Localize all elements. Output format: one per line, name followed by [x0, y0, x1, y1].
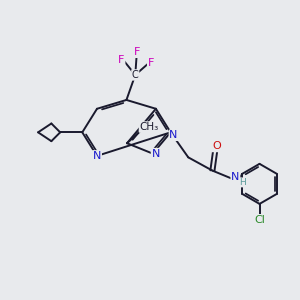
- Text: F: F: [134, 47, 140, 57]
- Text: H: H: [239, 178, 246, 187]
- Text: F: F: [118, 55, 124, 64]
- Text: C: C: [132, 70, 139, 80]
- Text: N: N: [93, 151, 101, 161]
- Text: CH₃: CH₃: [140, 122, 159, 132]
- Text: N: N: [231, 172, 240, 182]
- Text: Cl: Cl: [254, 215, 265, 225]
- Text: N: N: [152, 148, 160, 159]
- Text: N: N: [169, 130, 178, 140]
- Text: O: O: [212, 142, 221, 152]
- Text: F: F: [148, 58, 154, 68]
